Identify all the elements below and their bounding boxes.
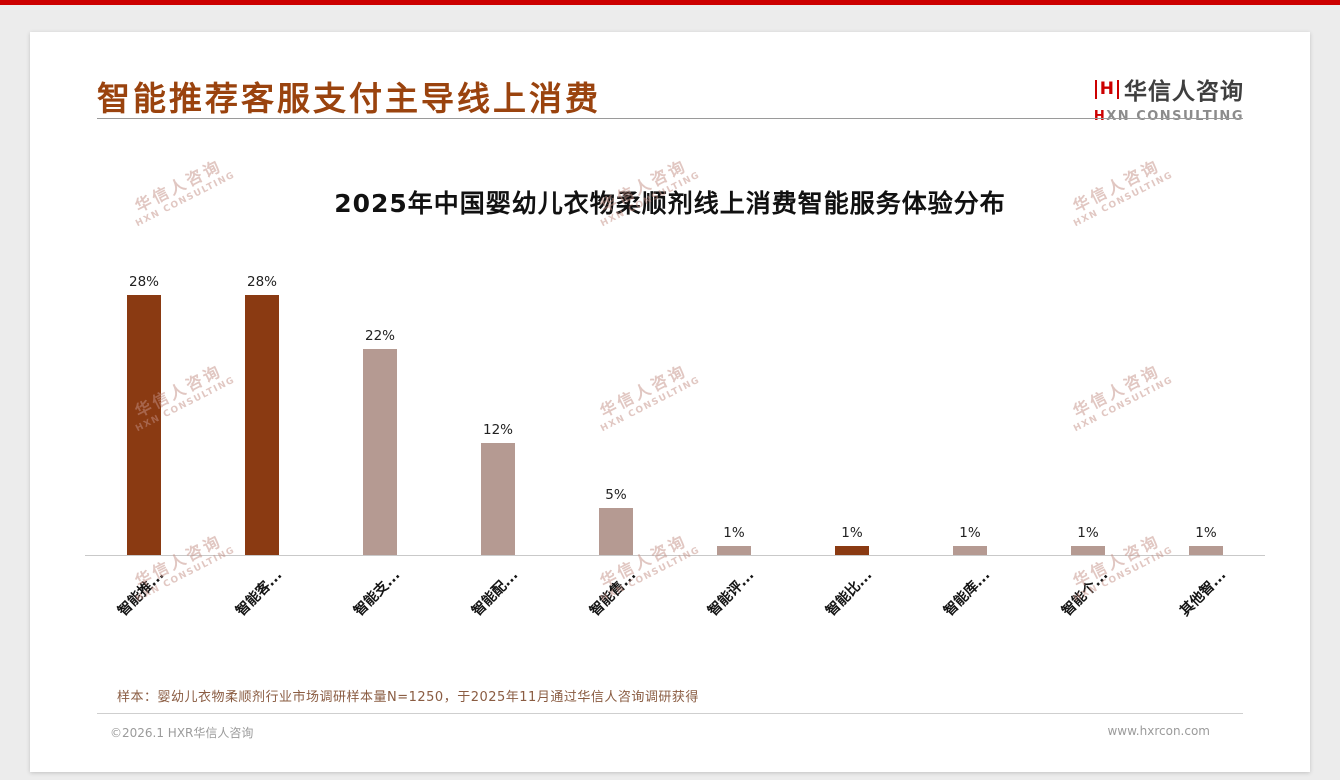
- slide-card: 智能推荐客服支付主导线上消费 H 华信人咨询 HXN CONSULTING 20…: [30, 32, 1310, 772]
- logo-subtitle: HXN CONSULTING: [1094, 109, 1244, 124]
- logo-top-row: H 华信人咨询: [1094, 72, 1244, 106]
- category-label: 智能推...: [115, 567, 168, 620]
- category-label: 智能库...: [941, 567, 994, 620]
- bar-column: 28% 智能推...: [85, 274, 203, 619]
- bar-value-label: 5%: [605, 487, 627, 504]
- bar: [835, 545, 869, 555]
- bar-value-label: 1%: [1077, 524, 1099, 541]
- category-label: 智能客...: [233, 567, 286, 620]
- company-logo: H 华信人咨询 HXN CONSULTING: [1094, 72, 1244, 124]
- bar-value-label: 22%: [364, 327, 395, 344]
- bar: [127, 295, 161, 555]
- bar-column: 1% 智能比...: [793, 274, 911, 620]
- category-label: 智能配...: [469, 567, 522, 620]
- header-divider: [97, 118, 1243, 119]
- bar-column: 1% 智能库...: [911, 274, 1029, 620]
- bar-column: 22% 智能支...: [321, 274, 439, 620]
- bar: [717, 545, 751, 555]
- top-accent-bar: [0, 0, 1340, 5]
- sample-footnote: 样本：婴幼儿衣物柔顺剂行业市场调研样本量N=1250，于2025年11月通过华信…: [117, 690, 699, 705]
- x-axis-line: [85, 555, 1265, 556]
- category-label: 智能支...: [351, 567, 404, 620]
- bar: [599, 508, 633, 555]
- bar-value-label: 28%: [246, 274, 277, 290]
- bar-column: 1% 其他智...: [1147, 274, 1265, 620]
- bar: [1189, 545, 1223, 555]
- page-title: 智能推荐客服支付主导线上消费: [97, 79, 601, 118]
- bar: [1071, 545, 1105, 555]
- bar: [953, 545, 987, 555]
- chart-title: 2025年中国婴幼儿衣物柔顺剂线上消费智能服务体验分布: [334, 189, 1006, 218]
- bar: [245, 295, 279, 555]
- bar-value-label: 28%: [128, 274, 159, 290]
- category-label: 智能售...: [587, 567, 640, 620]
- bar-value-label: 1%: [841, 524, 863, 541]
- bar-column: 1% 智能个...: [1029, 274, 1147, 620]
- bar-column: 28% 智能客...: [203, 274, 321, 619]
- bar-value-label: 1%: [959, 524, 981, 541]
- category-label: 智能评...: [705, 567, 758, 620]
- bar-column: 12% 智能配...: [439, 274, 557, 620]
- bar: [481, 442, 515, 555]
- logo-subtitle-rest: XN CONSULTING: [1106, 109, 1244, 124]
- bar-value-label: 1%: [1195, 524, 1217, 541]
- bar-value-label: 12%: [482, 421, 513, 438]
- bar-value-label: 1%: [723, 524, 745, 541]
- footer-divider: [97, 713, 1243, 714]
- footer-url: www.hxrcon.com: [1107, 724, 1210, 738]
- logo-name: 华信人咨询: [1124, 79, 1244, 105]
- category-label: 智能比...: [823, 567, 876, 620]
- bar-column: 5% 智能售...: [557, 274, 675, 619]
- category-label: 智能个...: [1059, 567, 1112, 620]
- logo-mark-icon: H: [1094, 79, 1119, 99]
- footer-copyright: ©2026.1 HXR华信人咨询: [110, 726, 254, 740]
- bar-chart: 28% 智能推... 28% 智能客... 22% 智能支... 12% 智能配... 5% 智能…: [85, 274, 1265, 620]
- category-label: 其他智...: [1177, 567, 1230, 620]
- logo-subtitle-first-letter: H: [1093, 109, 1107, 124]
- bar: [363, 348, 397, 555]
- bar-column: 1% 智能评...: [675, 274, 793, 620]
